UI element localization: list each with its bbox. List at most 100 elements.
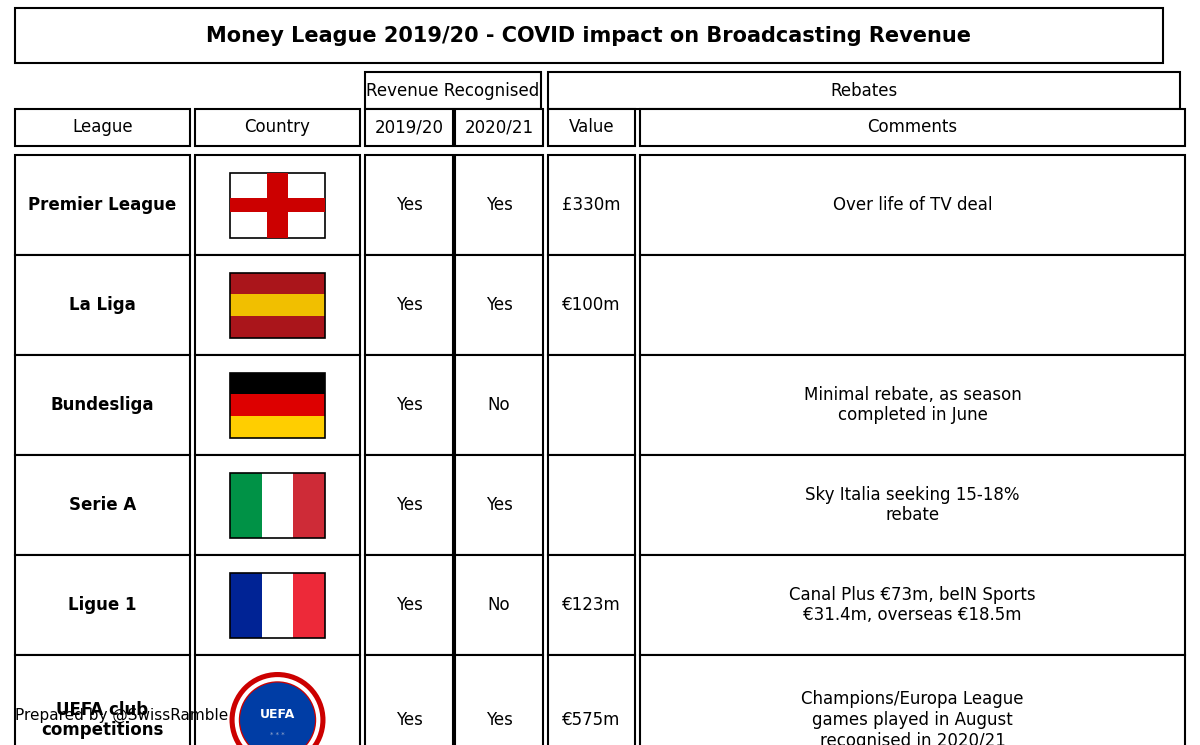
Bar: [14, 555, 190, 655]
Bar: [230, 472, 262, 537]
Bar: [14, 355, 190, 455]
Bar: [365, 555, 454, 655]
Bar: [14, 655, 190, 745]
Text: Rebates: Rebates: [830, 81, 898, 100]
Text: Champions/Europa League
games played in August
recognised in 2020/21: Champions/Europa League games played in …: [802, 690, 1024, 745]
Text: La Liga: La Liga: [70, 296, 136, 314]
Bar: [640, 155, 1186, 255]
Text: Minimal rebate, as season
completed in June: Minimal rebate, as season completed in J…: [804, 386, 1021, 425]
Bar: [268, 173, 288, 238]
Bar: [455, 455, 542, 555]
Text: 2019/20: 2019/20: [374, 118, 444, 136]
Bar: [194, 155, 360, 255]
Bar: [365, 155, 454, 255]
Text: Yes: Yes: [486, 496, 512, 514]
Bar: [230, 372, 325, 394]
Bar: [548, 155, 635, 255]
Bar: [548, 72, 1180, 109]
Bar: [194, 555, 360, 655]
Text: Money League 2019/20 - COVID impact on Broadcasting Revenue: Money League 2019/20 - COVID impact on B…: [206, 25, 972, 45]
Bar: [262, 472, 293, 537]
Text: League: League: [72, 118, 133, 136]
Text: Premier League: Premier League: [29, 196, 176, 214]
Bar: [230, 472, 325, 537]
Bar: [640, 109, 1186, 146]
Bar: [293, 472, 325, 537]
Bar: [262, 572, 293, 638]
Text: * * *: * * *: [270, 732, 284, 738]
Bar: [548, 255, 635, 355]
Text: Country: Country: [245, 118, 311, 136]
Text: Canal Plus €73m, beIN Sports
€31.4m, overseas €18.5m: Canal Plus €73m, beIN Sports €31.4m, ove…: [790, 586, 1036, 624]
Text: Yes: Yes: [486, 196, 512, 214]
Text: No: No: [487, 396, 510, 414]
Bar: [14, 109, 190, 146]
Bar: [230, 273, 325, 294]
Text: £330m: £330m: [563, 196, 620, 214]
Bar: [548, 555, 635, 655]
Bar: [194, 109, 360, 146]
Bar: [194, 655, 360, 745]
Text: Ligue 1: Ligue 1: [68, 596, 137, 614]
Bar: [640, 255, 1186, 355]
Text: Serie A: Serie A: [68, 496, 136, 514]
Bar: [640, 455, 1186, 555]
Text: Prepared by @SwissRamble: Prepared by @SwissRamble: [14, 708, 228, 723]
Text: Value: Value: [569, 118, 614, 136]
Bar: [230, 273, 325, 337]
Text: Yes: Yes: [396, 711, 422, 729]
Bar: [14, 155, 190, 255]
Bar: [455, 155, 542, 255]
Text: UEFA club
competitions: UEFA club competitions: [41, 700, 163, 739]
Bar: [194, 455, 360, 555]
Bar: [14, 455, 190, 555]
Bar: [230, 316, 325, 337]
Bar: [194, 255, 360, 355]
Bar: [455, 655, 542, 745]
Text: Comments: Comments: [868, 118, 958, 136]
Bar: [365, 255, 454, 355]
Bar: [640, 655, 1186, 745]
Bar: [230, 394, 325, 416]
Text: €575m: €575m: [563, 711, 620, 729]
Bar: [230, 572, 325, 638]
Text: Sky Italia seeking 15-18%
rebate: Sky Italia seeking 15-18% rebate: [805, 486, 1020, 524]
Bar: [230, 173, 325, 238]
Bar: [365, 455, 454, 555]
Text: Revenue Recognised: Revenue Recognised: [366, 81, 540, 100]
Bar: [230, 572, 262, 638]
Text: UEFA: UEFA: [260, 708, 295, 720]
Bar: [230, 372, 325, 437]
Bar: [365, 72, 541, 109]
Text: Bundesliga: Bundesliga: [50, 396, 155, 414]
Text: Yes: Yes: [396, 196, 422, 214]
Bar: [455, 255, 542, 355]
Bar: [14, 8, 1163, 63]
Bar: [194, 355, 360, 455]
Bar: [455, 109, 542, 146]
Text: Yes: Yes: [396, 596, 422, 614]
Text: Yes: Yes: [486, 296, 512, 314]
Ellipse shape: [240, 682, 314, 745]
Text: No: No: [487, 596, 510, 614]
Bar: [230, 294, 325, 316]
Bar: [230, 198, 325, 212]
Ellipse shape: [229, 672, 325, 745]
Text: Yes: Yes: [486, 711, 512, 729]
Text: Over life of TV deal: Over life of TV deal: [833, 196, 992, 214]
Bar: [230, 416, 325, 437]
Bar: [455, 355, 542, 455]
Bar: [365, 355, 454, 455]
Text: €123m: €123m: [562, 596, 620, 614]
Bar: [14, 255, 190, 355]
Bar: [293, 572, 325, 638]
Text: €100m: €100m: [563, 296, 620, 314]
Text: Yes: Yes: [396, 296, 422, 314]
Bar: [640, 355, 1186, 455]
Bar: [548, 655, 635, 745]
Bar: [455, 555, 542, 655]
Text: 2020/21: 2020/21: [464, 118, 534, 136]
Bar: [365, 109, 454, 146]
Bar: [548, 455, 635, 555]
Bar: [365, 655, 454, 745]
